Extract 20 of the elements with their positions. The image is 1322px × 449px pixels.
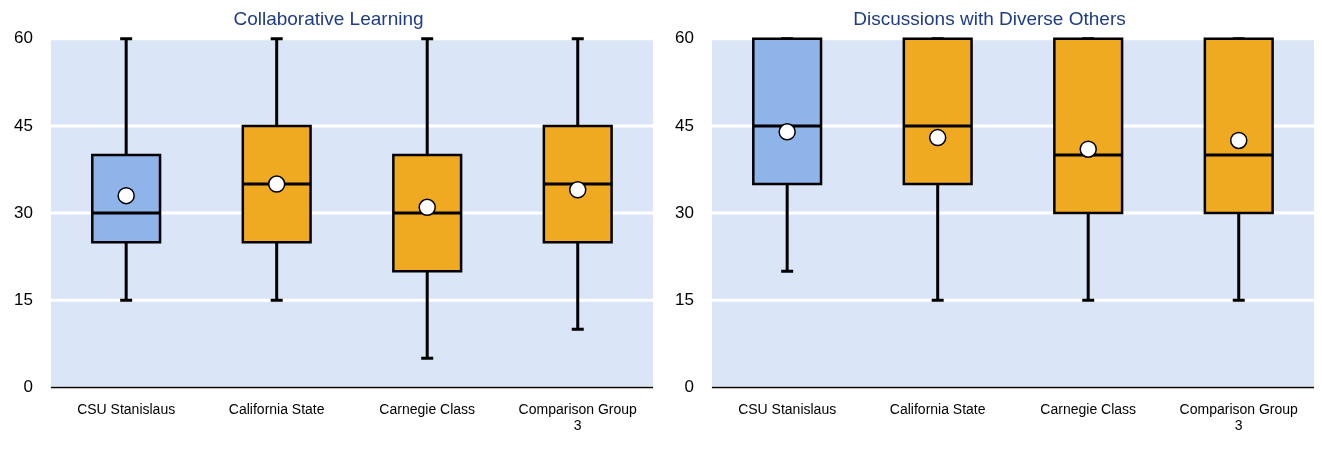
x-tick-label: Carnegie Class — [1040, 400, 1137, 417]
x-tick-label: Comparison Group 3 — [518, 400, 638, 434]
y-tick-label: 0 — [23, 377, 33, 397]
x-tick-label: CSU Stanislaus — [77, 400, 176, 417]
y-tick-label: 45 — [674, 115, 694, 135]
chart-title: Collaborative Learning — [233, 7, 424, 29]
x-tick-label: California State — [889, 400, 986, 417]
y-tick-label: 0 — [684, 377, 694, 397]
x-tick-label: Carnegie Class — [379, 400, 476, 417]
chart-title: Discussions with Diverse Others — [853, 7, 1126, 29]
x-tick-label: California State — [228, 400, 325, 417]
x-tick-label: Comparison Group 3 — [1179, 400, 1299, 434]
x-tick-label: CSU Stanislaus — [738, 400, 837, 417]
y-tick-label: 15 — [674, 289, 694, 309]
y-tick-label: 60 — [674, 28, 694, 48]
y-tick-label: 30 — [13, 202, 33, 222]
y-tick-label: 30 — [674, 202, 694, 222]
y-tick-label: 15 — [13, 289, 33, 309]
y-tick-label: 60 — [13, 28, 33, 48]
y-tick-label: 45 — [13, 115, 33, 135]
